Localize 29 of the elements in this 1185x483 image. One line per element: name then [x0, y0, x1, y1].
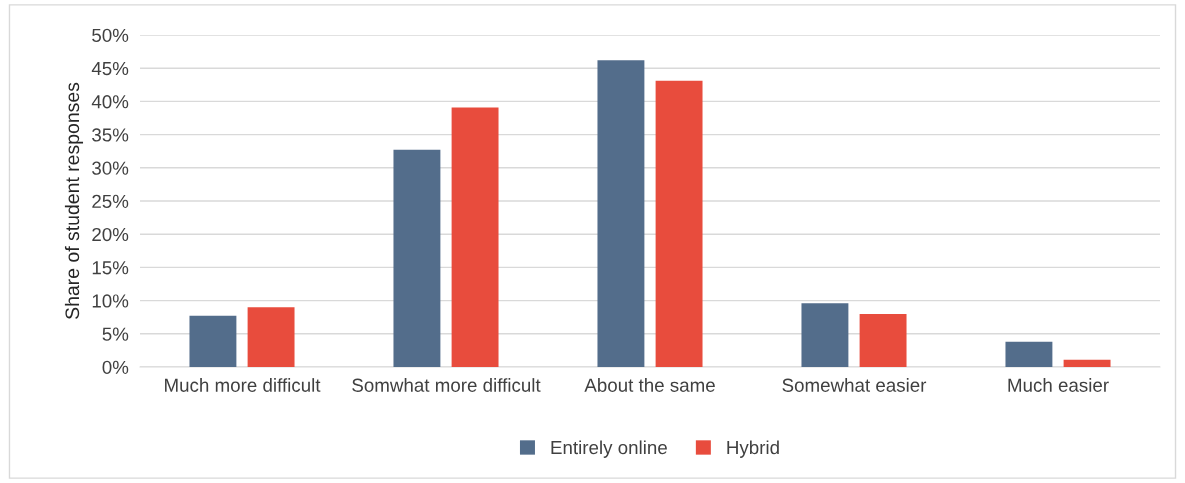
y-tick-label: 20%: [92, 227, 129, 242]
y-tick-label: 5%: [102, 327, 129, 341]
x-tick-label: Somewhat easier: [782, 378, 927, 392]
bar: [189, 315, 237, 367]
y-tick-label: 35%: [92, 128, 129, 142]
y-tick-label: 15%: [92, 261, 129, 275]
bar: [451, 107, 499, 367]
y-tick-label: 30%: [92, 161, 129, 175]
bar: [247, 307, 295, 367]
y-tick-label: 50%: [92, 28, 129, 42]
bar: [597, 60, 645, 367]
x-tick-label: Much easier: [1008, 378, 1109, 392]
legend-label: Entirely online: [551, 440, 667, 458]
x-tick-label: Somwhat more difficult: [352, 378, 541, 392]
bar: [393, 149, 441, 367]
y-tick-label: 0%: [102, 360, 129, 374]
y-tick-label: 45%: [91, 61, 129, 76]
bar: [859, 313, 907, 367]
legend-label: Hybrid: [727, 440, 779, 458]
y-tick-label: 25%: [92, 194, 129, 208]
bar: [801, 303, 849, 367]
bar: [655, 80, 703, 367]
y-axis-title: Share of student responses: [64, 82, 84, 320]
y-tick-label: 10%: [92, 294, 129, 308]
x-tick-label: Much more difficult: [165, 378, 321, 392]
y-tick-label: 40%: [91, 95, 129, 109]
bar: [1063, 359, 1111, 367]
x-tick-label: About the same: [584, 378, 715, 392]
bar: [1005, 341, 1053, 367]
